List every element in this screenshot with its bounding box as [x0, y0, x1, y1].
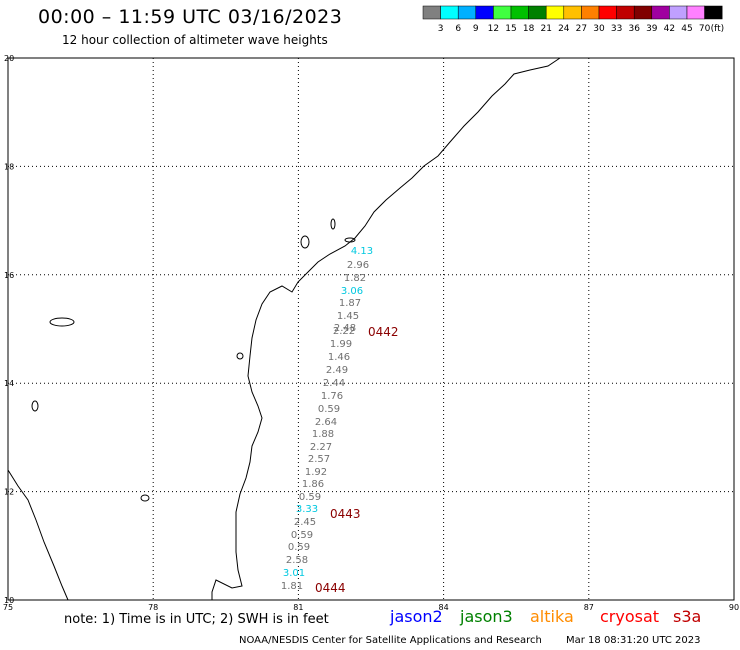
footer-note: note: 1) Time is in UTC; 2) SWH is in fe…: [64, 612, 329, 627]
scale-label: 24: [558, 24, 570, 34]
island: [344, 237, 356, 243]
wave-height-label: 4.13: [351, 246, 373, 257]
wave-height-label: 1.81: [281, 581, 303, 592]
scale-label: 3: [438, 24, 444, 34]
scale-label: 33: [611, 24, 622, 34]
island: [236, 352, 244, 360]
wave-height-label: 2.49: [326, 365, 348, 376]
scale-label: 39: [646, 24, 658, 34]
lon-label: 90: [729, 603, 739, 612]
satellite-s3a: s3a: [673, 607, 702, 626]
wave-height-label: 0.59: [299, 492, 321, 503]
scale-label: 30: [593, 24, 605, 34]
wave-height-label: 2.64: [315, 417, 337, 428]
page-subtitle: 12 hour collection of altimeter wave hei…: [62, 33, 328, 47]
wave-height-label: 2.58: [286, 555, 308, 566]
satellite-jason3: jason3: [460, 607, 513, 626]
wave-height-label: 1.45: [337, 311, 359, 322]
scale-label: 21: [540, 24, 551, 34]
wave-height-label: 3.01: [283, 568, 305, 579]
wave-height-label: 2.44: [323, 378, 345, 389]
wave-height-label: 1.82: [344, 273, 366, 284]
credit-text: NOAA/NESDIS Center for Satellite Applica…: [239, 635, 542, 646]
wave-height-label: 3.06: [341, 286, 363, 297]
lon-label: 81: [293, 603, 303, 612]
timestamp-text: Mar 18 08:31:20 UTC 2023: [566, 635, 701, 646]
page-title: 00:00 – 11:59 UTC 03/16/2023: [38, 6, 343, 28]
satellite-altika: altika: [530, 607, 574, 626]
scale-unit: (ft): [711, 24, 725, 34]
wave-height-label: 2.57: [308, 454, 330, 465]
wave-height-label: 3.33: [296, 504, 318, 515]
lat-label: 20: [4, 54, 14, 63]
lon-label: 75: [3, 603, 13, 612]
lat-label: 16: [4, 271, 14, 280]
satellite-jason2: jason2: [390, 607, 443, 626]
wave-height-label: 0.59: [318, 404, 340, 415]
scale-label: 36: [628, 24, 640, 34]
lon-label: 84: [439, 603, 449, 612]
scale-label: 15: [505, 24, 516, 34]
wave-height-label: 1.76: [321, 391, 343, 402]
pass-time-label: 0442: [368, 325, 399, 339]
lat-label: 10: [4, 596, 14, 605]
wave-height-label: 1.87: [339, 298, 361, 309]
wave-height-label: 2.22: [333, 326, 355, 337]
scale-label: 6: [455, 24, 461, 34]
wave-height-label: 1.86: [302, 479, 324, 490]
lat-label: 12: [4, 488, 14, 497]
scale-label: 9: [473, 24, 479, 34]
wave-height-label: 2.45: [294, 517, 316, 528]
island: [31, 400, 39, 412]
wave-height-map: 75 78 81 84 87 90 20 18 16 14 12 10 4.13 2.96 1.82 3.06…: [3, 54, 739, 612]
wave-height-label: 0.59: [291, 530, 313, 541]
scale-label: 12: [488, 24, 499, 34]
coastline: [211, 57, 561, 600]
scale-label: 27: [576, 24, 587, 34]
satellite-cryosat: cryosat: [600, 607, 660, 626]
lat-label: 14: [4, 379, 14, 388]
lat-label: 18: [4, 162, 14, 171]
wave-height-label: 1.46: [328, 352, 350, 363]
scale-label: 42: [664, 24, 675, 34]
scale-label: 18: [523, 24, 535, 34]
island: [140, 494, 150, 502]
lon-label: 87: [584, 603, 594, 612]
color-scale-legend: 3 6 9 12 15 18 21 24 27 30 33 36 39 42 45 70 (ft): [422, 5, 725, 34]
pass-time-label: 0444: [315, 581, 346, 595]
wave-height-label: 0.59: [288, 542, 310, 553]
scale-swatch: [704, 5, 723, 20]
lon-label: 78: [148, 603, 158, 612]
scale-label: 70: [699, 24, 711, 34]
island: [49, 317, 75, 327]
island: [300, 235, 310, 249]
wave-height-label: 2.96: [347, 260, 369, 271]
scale-label: 45: [681, 24, 692, 34]
coastline-west: [7, 469, 69, 601]
wave-height-label: 1.92: [305, 467, 327, 478]
island: [330, 218, 336, 230]
wave-height-label: 1.99: [330, 339, 352, 350]
pass-time-label: 0443: [330, 507, 361, 521]
map-frame: [7, 57, 735, 601]
wave-height-label: 1.88: [312, 429, 334, 440]
wave-height-label: 2.48: [334, 323, 356, 334]
wave-height-label: 2.27: [310, 442, 332, 453]
